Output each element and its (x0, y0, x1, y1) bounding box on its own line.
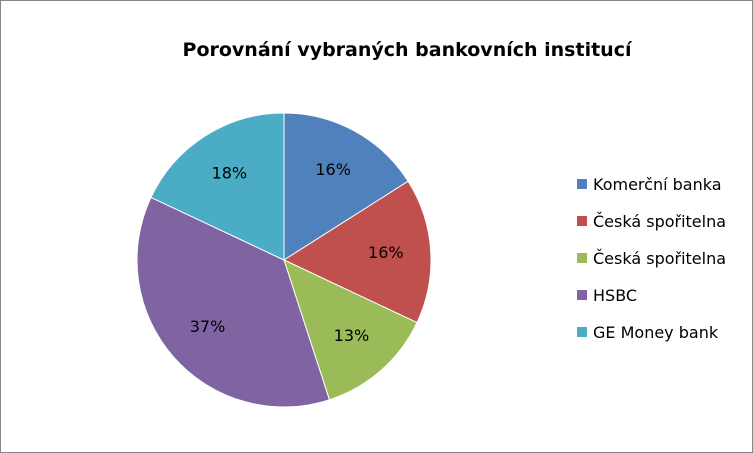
legend-swatch (577, 216, 587, 226)
legend-item-2: Česká spořitelna (577, 209, 726, 233)
legend-item-5: GE Money bank (577, 320, 726, 344)
legend-swatch (577, 327, 587, 337)
legend-item-1: Komerční banka (577, 172, 726, 196)
legend-swatch (577, 290, 587, 300)
slice-data-label-1: 16% (315, 160, 351, 179)
pie-slice-1 (283, 112, 409, 261)
legend-label: Česká spořitelna (593, 211, 727, 231)
pie-slice-4 (136, 196, 331, 408)
chart-title: Porovnání vybraných bankovních institucí (182, 39, 632, 61)
slice-data-label-4: 37% (190, 317, 226, 336)
pie-slice-2 (282, 180, 432, 324)
legend-item-4: HSBC (577, 283, 726, 307)
legend-swatch (577, 179, 587, 189)
legend-label: HSBC (593, 285, 638, 305)
slice-data-label-2: 16% (368, 243, 404, 262)
legend-swatch (577, 253, 587, 263)
legend-label: Česká spořitelna (593, 248, 727, 268)
pie-slice-3 (283, 259, 418, 401)
chart-legend: Komerční banka Česká spořitelna Česká spoř… (577, 172, 726, 357)
legend-label: GE Money bank (593, 322, 719, 342)
slice-data-label-3: 13% (334, 326, 370, 345)
legend-label: Komerční banka (593, 174, 722, 194)
legend-item-3: Česká spořitelna (577, 246, 726, 270)
pie-slice-5 (150, 112, 285, 261)
slice-data-label-5: 18% (212, 163, 248, 182)
